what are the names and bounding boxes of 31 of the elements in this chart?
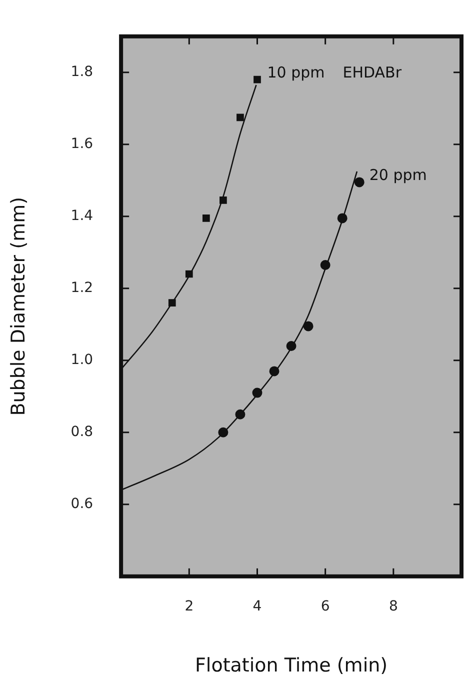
point: [220, 196, 227, 204]
x-tick-label: 8: [388, 598, 398, 614]
y-tick-label: 1.6: [70, 136, 94, 152]
y-tick-label: 0.6: [70, 496, 94, 512]
point: [168, 299, 176, 306]
x-tick-label: 4: [252, 598, 262, 614]
x-tick-label: 2: [184, 598, 194, 614]
point: [269, 366, 280, 376]
y-tick-label: 1.4: [70, 208, 94, 224]
point: [303, 321, 314, 332]
point: [252, 388, 262, 398]
annotation: EHDABr: [342, 64, 402, 82]
series-label: 20 ppm: [369, 166, 427, 184]
y-tick-label: 1.0: [70, 352, 94, 368]
x-axis-title: Flotation Time (min): [195, 654, 388, 677]
point: [202, 214, 210, 222]
point: [354, 177, 364, 188]
y-axis-title: Bubble Diameter (mm): [7, 197, 30, 416]
point: [185, 270, 193, 278]
y-tick-label: 1.8: [70, 64, 94, 80]
point: [286, 341, 296, 351]
point: [337, 213, 348, 224]
y-tick-label: 1.2: [70, 280, 94, 296]
point: [218, 427, 228, 438]
point: [236, 114, 244, 122]
point: [320, 260, 330, 270]
x-tick-label: 6: [320, 598, 330, 614]
point: [235, 409, 246, 420]
series-label: 10 ppm: [267, 64, 325, 82]
point: [254, 76, 261, 84]
y-tick-label: 0.8: [70, 424, 94, 440]
